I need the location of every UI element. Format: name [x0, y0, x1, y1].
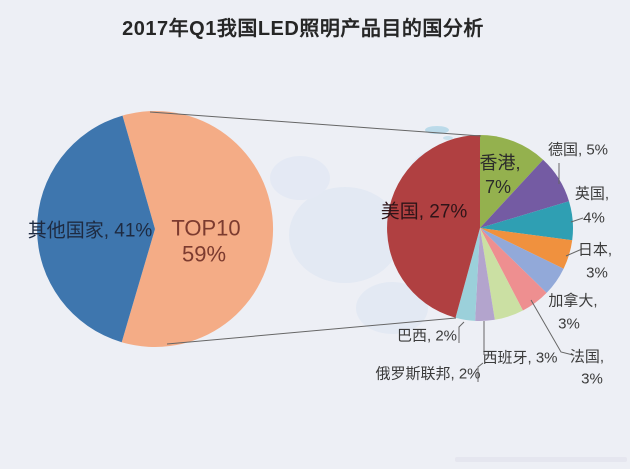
- label-japan-line1: 日本,: [578, 242, 612, 259]
- label-usa: 美国, 27%: [381, 201, 468, 223]
- label-top10-line2: 59%: [182, 242, 226, 267]
- label-uk-line2: 4%: [583, 210, 605, 227]
- label-brazil: 巴西, 2%: [397, 328, 457, 345]
- label-russia: 俄罗斯联邦, 2%: [375, 366, 480, 383]
- pie-slice-russia: [475, 228, 495, 322]
- connector-top-line: [149, 111, 482, 137]
- pie-slice-other-countries: [37, 115, 155, 343]
- pie-slice-hong-kong: [480, 135, 544, 228]
- pie-slice-japan: [480, 228, 573, 269]
- label-france-line2: 3%: [581, 371, 603, 388]
- label-top10-line1: TOP10: [171, 216, 240, 241]
- label-canada-line1: 加拿大,: [548, 292, 597, 310]
- label-hong-kong-line2: 7%: [485, 177, 511, 197]
- pie-slice-france: [480, 228, 547, 311]
- pie-slice-usa: [387, 135, 480, 318]
- connector-bottom-line: [166, 317, 457, 345]
- pie-slice-brazil: [455, 228, 480, 321]
- label-canada-line2: 3%: [558, 316, 580, 333]
- leader-line-france: [530, 299, 574, 356]
- leader-line-brazil: [458, 321, 465, 343]
- leader-line-uk: [570, 217, 584, 223]
- label-uk-line1: 英国,: [575, 185, 609, 203]
- leader-line-russia: [477, 362, 484, 382]
- pie-slice-spain: [480, 228, 523, 320]
- label-japan-line2: 3%: [586, 265, 608, 282]
- pie-slice-canada: [480, 228, 564, 293]
- label-other-countries: 其他国家, 41%: [28, 220, 153, 242]
- pie-slice-uk: [480, 201, 573, 241]
- label-france-line1: 法国,: [570, 349, 604, 366]
- label-germany: 德国, 5%: [548, 141, 608, 159]
- pie-slice-germany: [480, 159, 569, 228]
- label-hong-kong-line1: 香港,: [479, 153, 520, 173]
- label-spain: 西班牙, 3%: [482, 350, 557, 367]
- chart-title: 2017年Q1我国LED照明产品目的国分析: [122, 18, 484, 40]
- leader-line-japan: [565, 248, 583, 257]
- pie-slice-top10: [121, 111, 274, 348]
